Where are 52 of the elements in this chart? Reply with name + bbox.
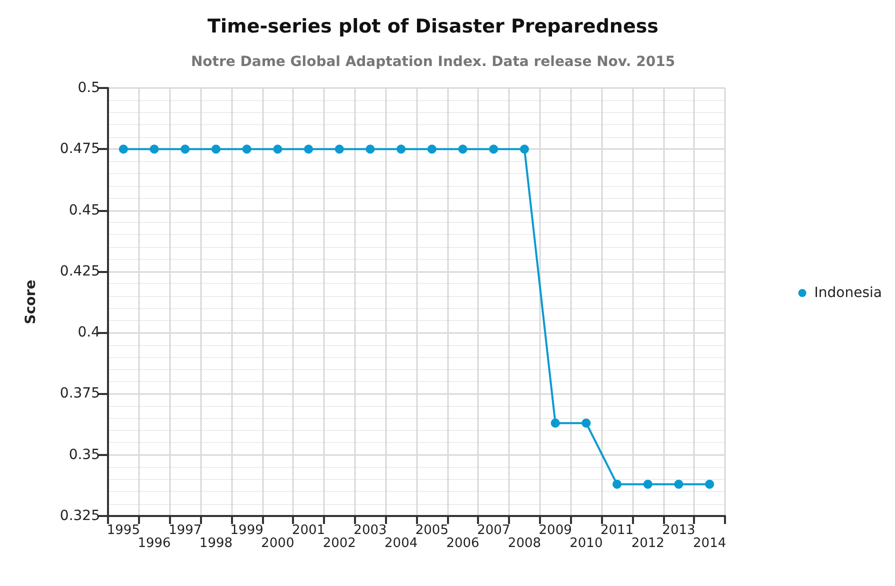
- point: [150, 144, 159, 154]
- x-tick-label: 2014: [693, 536, 726, 551]
- x-tick-label: 1999: [230, 523, 264, 538]
- x-tick-label: 2011: [600, 523, 634, 538]
- x-tick-label: 2005: [415, 523, 448, 538]
- point: [304, 144, 314, 154]
- point: [242, 144, 252, 154]
- point: [118, 144, 128, 154]
- y-axis-title: Score: [23, 280, 39, 324]
- y-tick-label: 0.325: [60, 508, 100, 524]
- y-tick-label: 0.5: [78, 80, 100, 96]
- point: [396, 144, 406, 154]
- x-tick-label: 2004: [384, 536, 418, 551]
- x-tick-label: 2002: [322, 536, 356, 551]
- point: [427, 144, 436, 154]
- x-tick-label: 2010: [570, 536, 603, 551]
- y-tick-label: 0.425: [60, 263, 100, 280]
- y-tick-label: 0.45: [68, 202, 100, 218]
- x-tick-label: 1996: [138, 536, 171, 551]
- point: [582, 418, 591, 428]
- x-tick-label: 2006: [446, 536, 480, 551]
- x-tick-label: 2000: [261, 536, 294, 551]
- legend-label: Indonesia: [814, 285, 882, 301]
- x-tick-label: 2007: [477, 523, 510, 538]
- chart-title: Time-series plot of Disaster Preparedness: [208, 16, 658, 38]
- x-tick-label: 1998: [199, 536, 233, 551]
- x-tick-label: 2003: [354, 523, 387, 538]
- point: [489, 144, 498, 154]
- point: [211, 144, 220, 154]
- x-tick-label: 2012: [631, 536, 664, 551]
- y-tick-label: 0.475: [60, 141, 100, 158]
- point: [612, 480, 622, 489]
- x-tick-label: 1995: [106, 523, 140, 538]
- x-tick-label: 2009: [538, 523, 572, 538]
- chart-subtitle: Notre Dame Global Adaptation Index. Data release Nov. 2015: [190, 54, 676, 70]
- point: [550, 418, 560, 428]
- point: [366, 144, 375, 154]
- y-tick-label: 0.375: [60, 386, 100, 402]
- point: [674, 480, 684, 489]
- y-tick-label: 0.35: [68, 446, 100, 463]
- point: [458, 144, 468, 154]
- point: [520, 144, 529, 154]
- point: [643, 480, 652, 489]
- point: [180, 144, 190, 154]
- x-tick-label: 2008: [508, 536, 542, 551]
- point: [273, 144, 282, 154]
- x-tick-label: 2013: [662, 523, 696, 538]
- point: [705, 480, 714, 489]
- point: [334, 144, 344, 154]
- x-tick-label: 1997: [168, 523, 202, 538]
- y-tick-label: 0.4: [78, 324, 100, 341]
- x-tick-label: 2001: [292, 523, 326, 538]
